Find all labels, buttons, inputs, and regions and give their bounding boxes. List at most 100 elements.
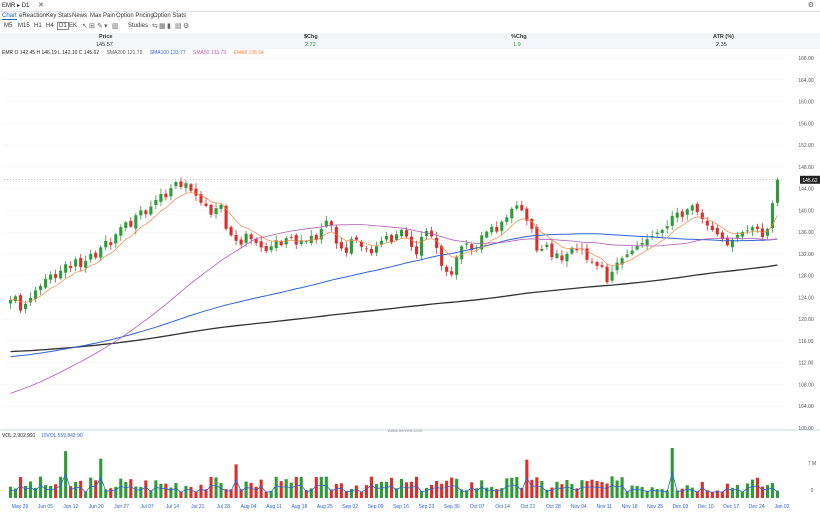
candle	[8, 300, 13, 304]
candle	[450, 271, 454, 275]
candle	[134, 215, 138, 229]
candle	[420, 237, 424, 256]
sma100-line	[10, 233, 778, 358]
volume-bar	[219, 483, 223, 498]
volume-bar	[610, 476, 614, 498]
date-tick-label: Jun 27	[114, 504, 129, 510]
price-value: 145.57	[96, 42, 113, 48]
volume-bar	[199, 484, 203, 498]
tab-key-stats[interactable]: Key Stats	[46, 13, 72, 19]
timeframe-m5[interactable]: M5	[4, 23, 13, 29]
volume-bar	[520, 488, 524, 498]
volume-bar	[34, 487, 38, 498]
volume-bar	[685, 485, 689, 498]
tab-news[interactable]: News	[72, 13, 88, 19]
volume-bar	[29, 481, 33, 498]
watermark-text: www.ainvest.com	[388, 428, 423, 433]
candle	[710, 225, 714, 230]
volume-bar	[445, 480, 449, 498]
volume-bar	[770, 482, 775, 498]
crosshair-icon[interactable]: ⊞	[89, 23, 95, 30]
candle	[234, 234, 238, 241]
volume-bar	[595, 481, 599, 498]
volume-bar	[309, 488, 313, 498]
volume-bar	[460, 489, 464, 498]
date-tick-label: Jun 05	[38, 504, 53, 510]
candle	[79, 258, 83, 267]
candle	[324, 220, 328, 227]
price-tick-label: 132.00	[798, 252, 814, 258]
tab-max-pain[interactable]: Max Pain	[90, 13, 116, 19]
volume-bar	[244, 481, 248, 498]
bookmark-icon[interactable]: ▮	[167, 23, 171, 30]
sma200-line	[10, 264, 778, 353]
volume-bar	[304, 490, 308, 498]
volume-bar	[525, 459, 529, 498]
volume-bar	[359, 491, 363, 498]
candle	[680, 211, 684, 217]
candle	[495, 227, 499, 232]
volume-bar	[364, 485, 368, 498]
grid-icon[interactable]: ▦	[159, 23, 166, 30]
candle	[39, 285, 43, 290]
candle	[174, 182, 178, 187]
date-tick-label: Sep 30	[444, 504, 460, 510]
price-tick-label: 116.00	[799, 339, 814, 345]
cursor-icon[interactable]: ↖	[82, 23, 88, 30]
candle	[515, 205, 519, 209]
volume-bar	[89, 477, 93, 498]
timeframe-d1[interactable]: D1	[57, 22, 69, 30]
volume-bar	[620, 477, 624, 498]
candle	[775, 179, 780, 203]
timeframe-h4[interactable]: H4	[46, 23, 54, 29]
tab-option-pricing[interactable]: Option Pricing	[116, 13, 154, 19]
candle	[670, 215, 674, 226]
date-tick-label: Dec 24	[749, 504, 765, 510]
price-tick-label: 152.00	[798, 143, 814, 149]
studies-button[interactable]: Studies	[128, 23, 149, 29]
candle	[485, 231, 489, 238]
date-tick-label: Dec 03	[672, 504, 688, 510]
candle	[99, 247, 103, 258]
volume-bar	[269, 490, 273, 498]
candle	[540, 248, 544, 251]
timeframe-m15[interactable]: M15	[18, 23, 30, 29]
candle	[179, 181, 183, 187]
volume-bar	[214, 477, 218, 498]
sma200-legend: SMA200 121.70	[106, 50, 143, 56]
candle	[615, 262, 619, 271]
tab-ereaction[interactable]: eReaction	[19, 13, 47, 19]
volume-bar	[605, 483, 609, 498]
draw-icon[interactable]: ✎	[97, 23, 103, 30]
gear-icon[interactable]: ⚙	[807, 2, 814, 9]
volume-bar	[705, 490, 709, 498]
tab-option-stats[interactable]: Option Stats	[153, 13, 187, 19]
tab-chart[interactable]: Chart	[2, 13, 17, 20]
timeframe-ek[interactable]: EK	[69, 23, 78, 29]
settings-small-icon[interactable]: ⚙	[183, 23, 190, 30]
chevron-down-icon[interactable]: ▾	[104, 23, 108, 30]
symbol-title: EMR ▸ D1	[2, 3, 30, 9]
volume-bar	[615, 480, 619, 498]
layout-icon[interactable]: ▤	[175, 23, 182, 30]
volume-bar	[715, 490, 719, 498]
candle	[294, 235, 298, 245]
volume-bar	[495, 489, 499, 498]
chart-type-icon[interactable]: ▥	[112, 23, 119, 30]
candle	[389, 235, 394, 242]
volume-bar	[174, 482, 178, 498]
date-tick-label: Dec 10	[698, 504, 714, 510]
timeframe-h1[interactable]: H1	[34, 23, 42, 29]
compare-icon[interactable]: ⇆	[152, 23, 158, 30]
date-tick-label: Oct 21	[521, 504, 536, 510]
candle	[249, 234, 253, 240]
volume-average-line	[10, 470, 778, 493]
price-tick-label: 160.00	[798, 100, 814, 106]
ohlc-legend: EMR O 142.45 H 146.19 L 142.10 C 145.62	[2, 50, 100, 56]
volume-bar	[299, 476, 303, 498]
close-icon[interactable]: ✕	[38, 2, 44, 9]
candle	[585, 248, 589, 260]
volume-bar	[430, 484, 434, 498]
tab-bar: Chart eReaction Key Stats News Max Pain …	[0, 11, 820, 21]
